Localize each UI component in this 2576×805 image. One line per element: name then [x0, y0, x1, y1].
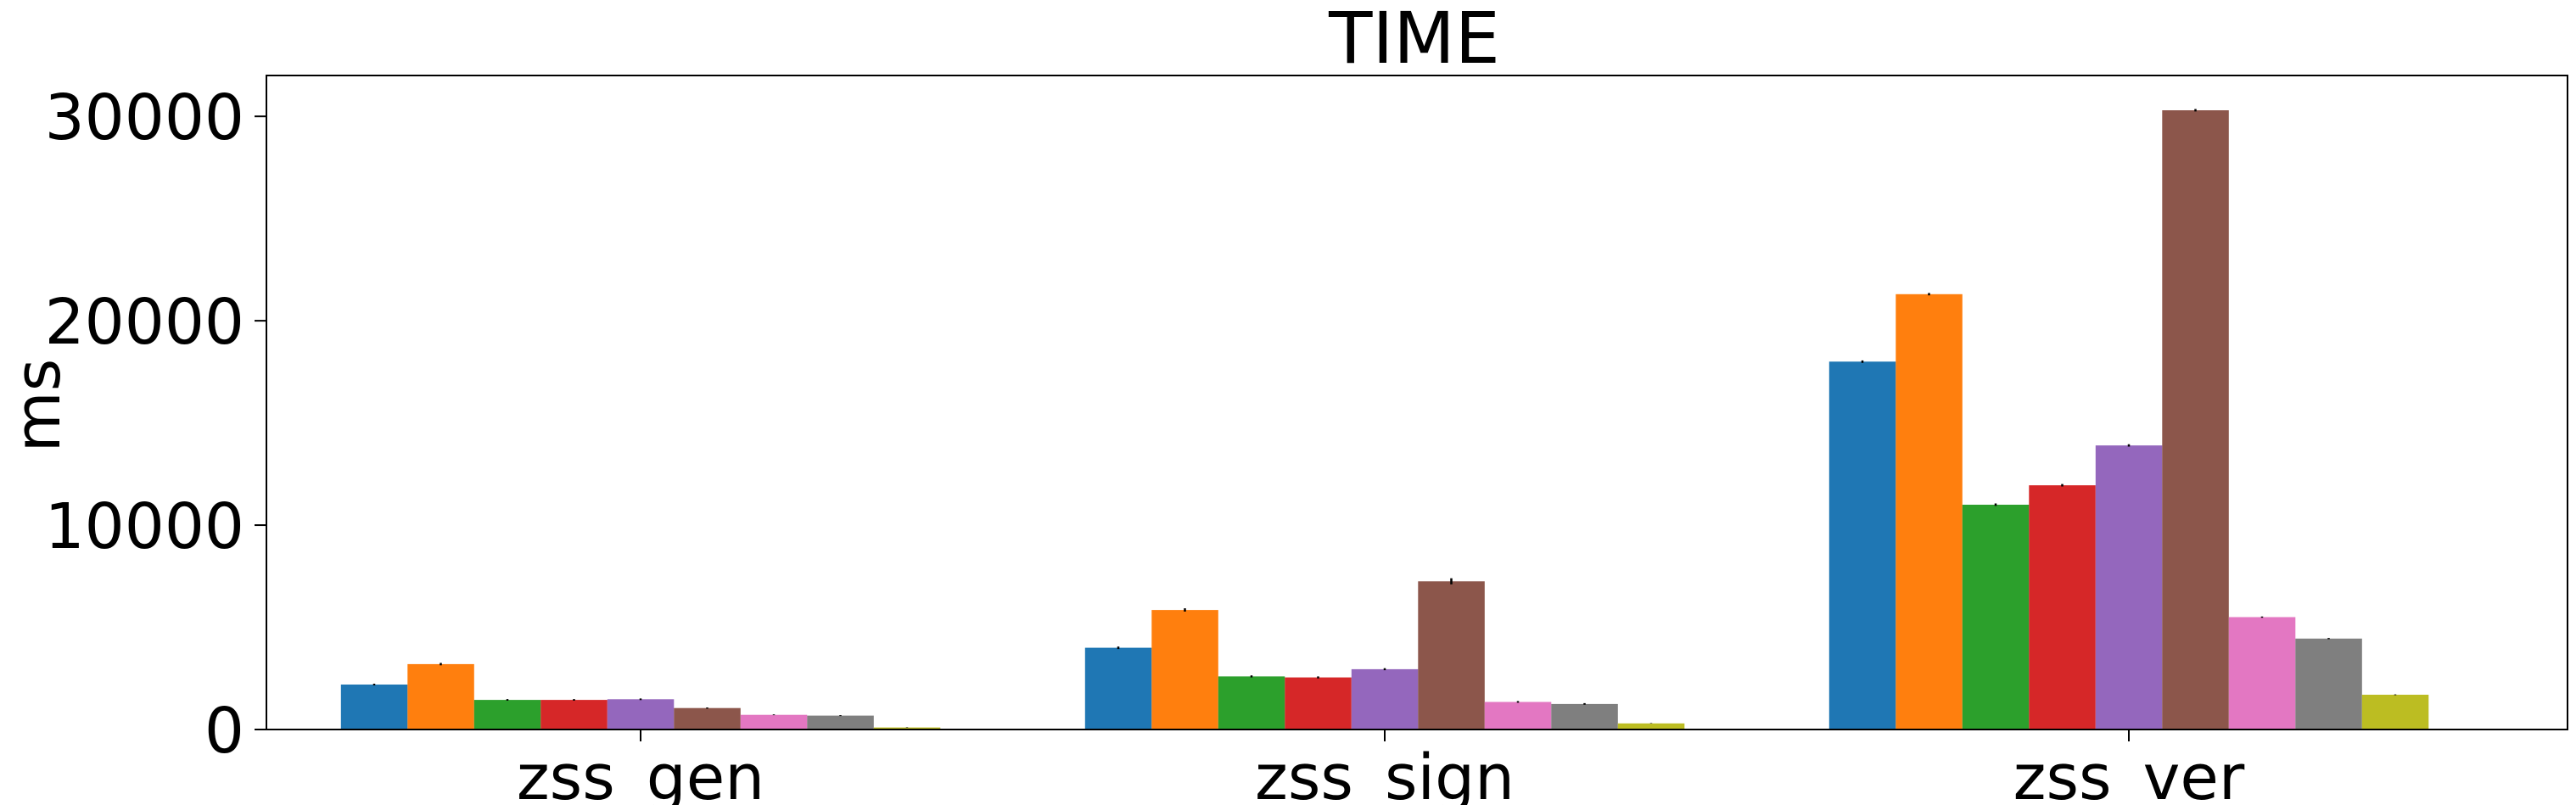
- bar-zss_ver-series-8: [2295, 638, 2362, 730]
- error-bars-group: [372, 109, 2397, 728]
- bar-zss_sign-series-7: [1484, 702, 1552, 730]
- bar-zss_gen-series-1: [340, 685, 408, 730]
- bar-zss_sign-series-8: [1551, 703, 1618, 730]
- x-tick-label-zss_ver: zss_ver: [2013, 741, 2245, 805]
- bar-zss_ver-series-4: [2029, 485, 2096, 730]
- bar-zss_sign-series-6: [1418, 581, 1485, 730]
- y-tick-label: 30000: [45, 81, 244, 154]
- y-tick-label: 20000: [45, 286, 244, 359]
- bar-zss_sign-series-9: [1617, 723, 1685, 730]
- bar-zss_ver-series-9: [2361, 695, 2429, 730]
- x-tick-label-zss_gen: zss_gen: [517, 741, 764, 805]
- y-tick-label: 10000: [45, 490, 244, 563]
- chart-title: TIME: [1328, 0, 1500, 80]
- bar-zss_gen-series-4: [540, 700, 608, 730]
- bar-zss_gen-series-3: [473, 700, 541, 730]
- bar-zss_ver-series-3: [1962, 505, 2030, 730]
- bar-zss_gen-series-6: [674, 707, 741, 730]
- bar-zss_ver-series-1: [1828, 361, 1896, 730]
- y-axis: 0 10000 20000 30000: [45, 81, 266, 768]
- bar-zss_ver-series-5: [2095, 445, 2163, 730]
- bar-zss_ver-series-6: [2162, 110, 2229, 730]
- y-axis-label: ms: [2, 359, 75, 453]
- bar-zss_sign-series-5: [1351, 668, 1419, 730]
- bar-zss_ver-series-2: [1896, 293, 1963, 730]
- bar-zss_gen-series-9: [873, 727, 941, 730]
- bar-zss_sign-series-3: [1218, 676, 1285, 730]
- bar-zss_sign-series-4: [1285, 677, 1352, 730]
- bar-zss_gen-series-2: [407, 663, 474, 730]
- bar-zss_gen-series-7: [740, 714, 808, 730]
- y-tick-label: 0: [204, 695, 244, 768]
- x-tick-label-zss_sign: zss_sign: [1255, 741, 1515, 805]
- bar-zss_sign-series-2: [1151, 610, 1218, 730]
- x-axis: zss_gen zss_sign zss_ver: [517, 730, 2245, 805]
- bar-zss_gen-series-8: [807, 715, 874, 730]
- bars-group: [340, 110, 2429, 730]
- bar-zss_ver-series-7: [2228, 617, 2296, 730]
- bar-zss_gen-series-5: [607, 699, 675, 730]
- bar-zss_sign-series-1: [1084, 647, 1152, 730]
- plot-frame: [266, 75, 2568, 730]
